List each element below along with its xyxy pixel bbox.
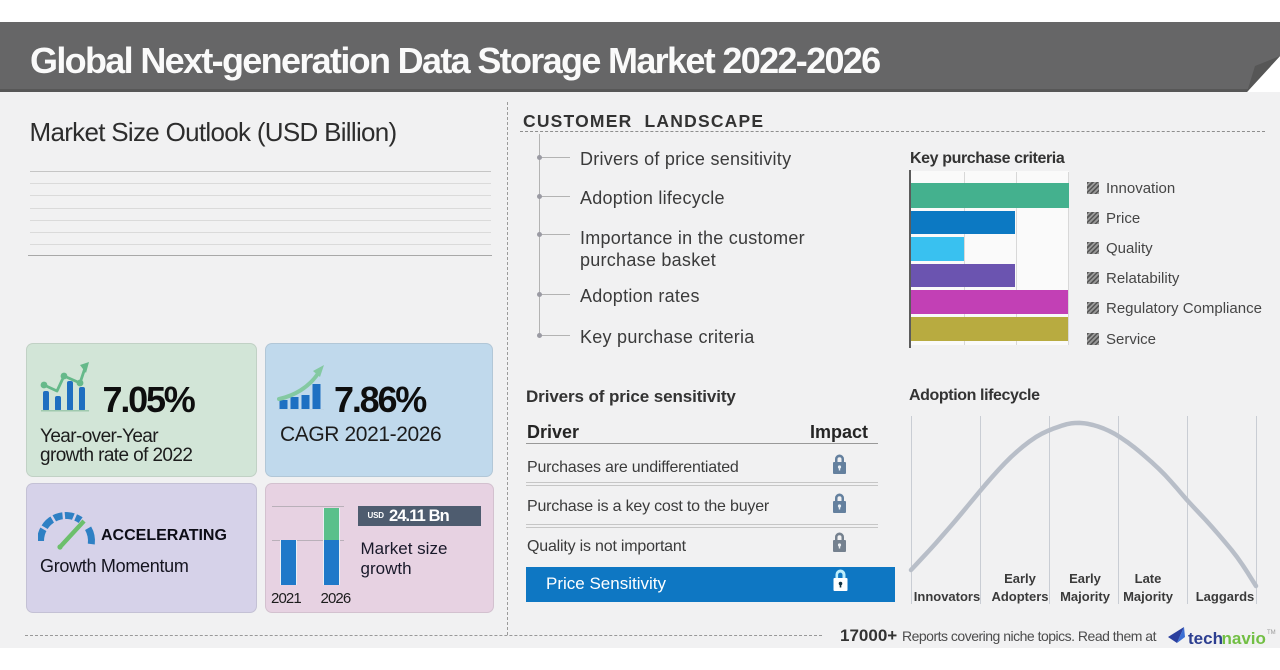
svg-text:navio: navio: [1222, 629, 1266, 648]
svg-text:TM: TM: [1267, 630, 1276, 636]
svg-text:tech: tech: [1188, 629, 1223, 648]
